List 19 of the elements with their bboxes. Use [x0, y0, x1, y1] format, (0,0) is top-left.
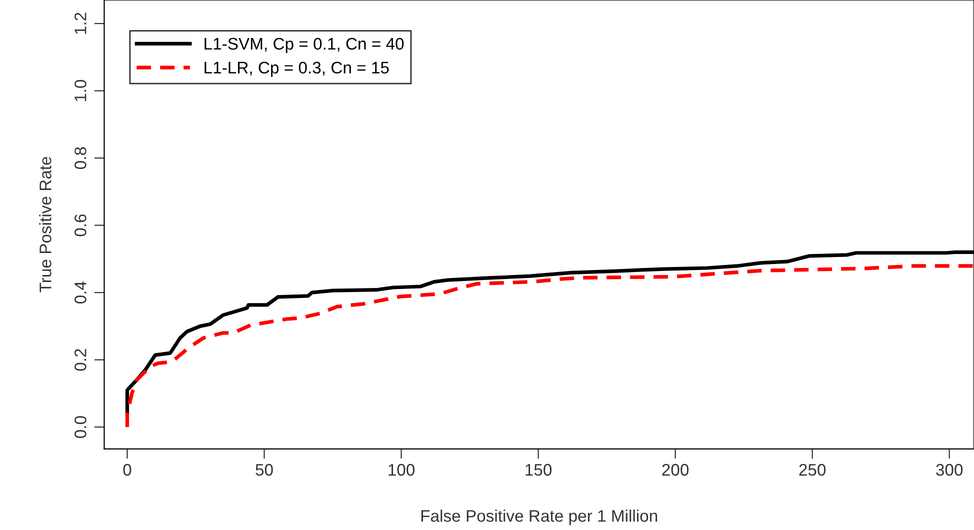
x-tick-label: 0 [123, 464, 132, 476]
x-axis-title: False Positive Rate per 1 Million [421, 510, 658, 526]
legend-label: L1-SVM, Cp = 0.1, Cn = 40 [204, 38, 404, 53]
y-tick-label: 0.4 [74, 281, 86, 304]
line-series [125, 264, 974, 429]
legend-label: L1-LR, Cp = 0.3, Cn = 15 [204, 62, 389, 77]
y-tick-label: 0.8 [74, 147, 86, 169]
y-tick-label: 1.2 [74, 12, 86, 34]
x-tick-label: 300 [936, 464, 963, 476]
x-tick-label: 50 [256, 464, 273, 476]
y-axis-title: True Positive Rate [39, 156, 52, 292]
y-tick-label: 0.0 [74, 416, 86, 438]
x-tick-label: 200 [662, 464, 689, 476]
y-tick-label: 0.6 [74, 214, 86, 236]
x-tick-label: 150 [526, 464, 552, 476]
x-tick-label: 100 [388, 464, 415, 476]
y-tick-label: 1.0 [74, 80, 86, 102]
x-tick-label: 250 [799, 464, 826, 476]
y-tick-label: 0.2 [74, 349, 86, 371]
